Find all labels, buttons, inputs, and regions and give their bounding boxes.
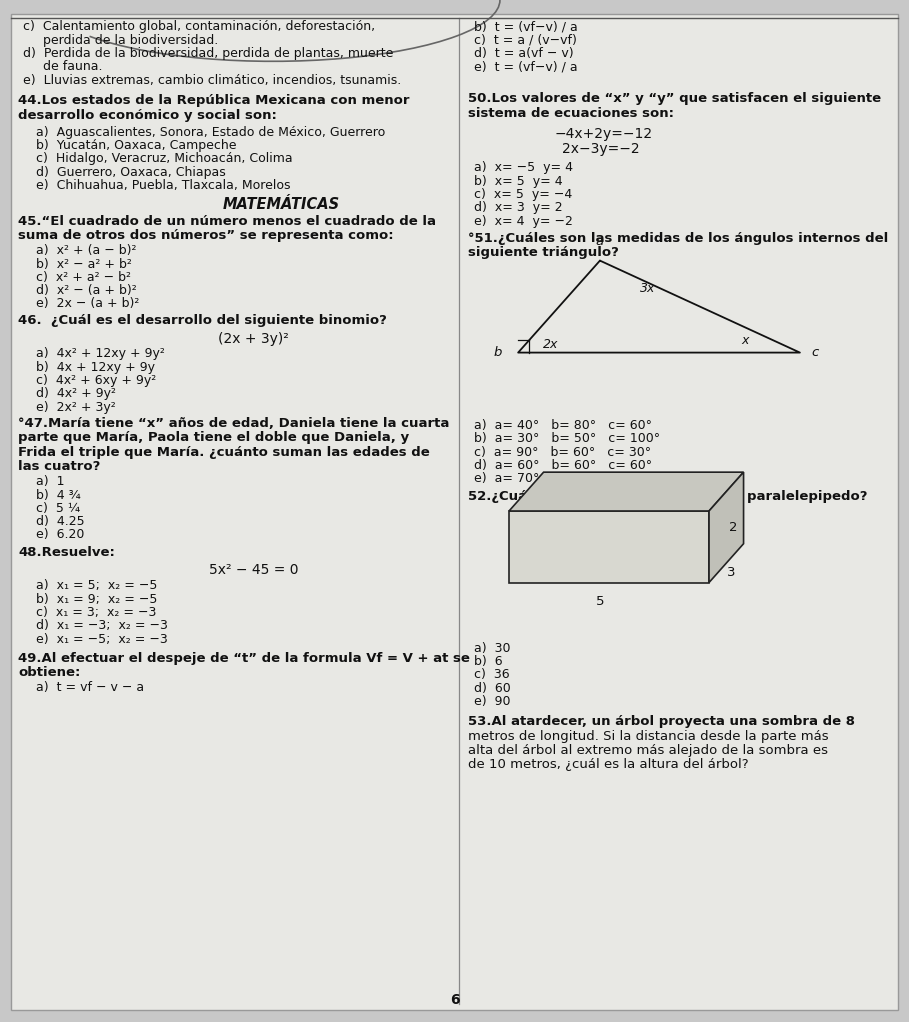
Polygon shape (509, 472, 744, 511)
Text: parte que María, Paola tiene el doble que Daniela, y: parte que María, Paola tiene el doble qu… (18, 431, 409, 445)
Text: 3: 3 (727, 566, 735, 578)
Text: suma de otros dos números” se representa como:: suma de otros dos números” se representa… (18, 229, 394, 242)
Text: perdida de la biodiversidad.: perdida de la biodiversidad. (23, 34, 218, 47)
Text: Frida el triple que María. ¿cuánto suman las edades de: Frida el triple que María. ¿cuánto suman… (18, 446, 430, 459)
Text: a)  x= −5  y= 4: a) x= −5 y= 4 (474, 161, 574, 175)
Text: e)  a= 70°   b= 30°   c= 80°: e) a= 70° b= 30° c= 80° (474, 472, 653, 485)
Text: 3x: 3x (640, 282, 654, 294)
Text: las cuatro?: las cuatro? (18, 460, 101, 473)
Text: c)  t = a / (v−vf): c) t = a / (v−vf) (474, 34, 577, 47)
Text: 45.“El cuadrado de un número menos el cuadrado de la: 45.“El cuadrado de un número menos el cu… (18, 215, 436, 228)
Text: a)  x₁ = 5;  x₂ = −5: a) x₁ = 5; x₂ = −5 (36, 579, 158, 593)
Text: c)  a= 90°   b= 60°   c= 30°: c) a= 90° b= 60° c= 30° (474, 446, 652, 459)
Text: b)  Yucatán, Oaxaca, Campeche: b) Yucatán, Oaxaca, Campeche (36, 139, 237, 152)
Text: c)  4x² + 6xy + 9y²: c) 4x² + 6xy + 9y² (36, 374, 156, 387)
Text: d)  Perdida de la biodiversidad, perdida de plantas, muerte: d) Perdida de la biodiversidad, perdida … (23, 47, 393, 60)
Text: a)  t = vf − v − a: a) t = vf − v − a (36, 681, 145, 694)
Text: d)  4.25: d) 4.25 (36, 515, 85, 528)
Text: 2x: 2x (543, 338, 558, 351)
Text: b)  x= 5  y= 4: b) x= 5 y= 4 (474, 175, 563, 188)
Text: (2x + 3y)²: (2x + 3y)² (218, 332, 289, 346)
Text: d)  Guerrero, Oaxaca, Chiapas: d) Guerrero, Oaxaca, Chiapas (36, 166, 226, 179)
Text: b)  a= 30°   b= 50°   c= 100°: b) a= 30° b= 50° c= 100° (474, 432, 661, 446)
Text: d)  a= 60°   b= 60°   c= 60°: d) a= 60° b= 60° c= 60° (474, 459, 653, 472)
Text: c)  x= 5  y= −4: c) x= 5 y= −4 (474, 188, 573, 201)
Text: 5x² − 45 = 0: 5x² − 45 = 0 (209, 563, 298, 577)
Text: b)  t = (vf−v) / a: b) t = (vf−v) / a (474, 20, 578, 34)
FancyBboxPatch shape (11, 14, 898, 1010)
Text: desarrollo económico y social son:: desarrollo económico y social son: (18, 109, 277, 123)
Polygon shape (509, 511, 709, 583)
Text: b)  6: b) 6 (474, 655, 503, 668)
Text: a)  Aguascalientes, Sonora, Estado de México, Guerrero: a) Aguascalientes, Sonora, Estado de Méx… (36, 126, 385, 139)
Text: 50.Los valores de “x” y “y” que satisfacen el siguiente: 50.Los valores de “x” y “y” que satisfac… (468, 92, 881, 105)
Text: obtiene:: obtiene: (18, 666, 81, 680)
Text: 53.Al atardecer, un árbol proyecta una sombra de 8: 53.Al atardecer, un árbol proyecta una s… (468, 715, 855, 729)
Text: a)  4x² + 12xy + 9y²: a) 4x² + 12xy + 9y² (36, 347, 165, 361)
Text: d)  x= 3  y= 2: d) x= 3 y= 2 (474, 201, 563, 215)
Text: c)  36: c) 36 (474, 668, 510, 682)
Text: a: a (596, 235, 604, 248)
Text: de 10 metros, ¿cuál es la altura del árbol?: de 10 metros, ¿cuál es la altura del árb… (468, 758, 749, 772)
Text: 5: 5 (595, 595, 604, 608)
Polygon shape (709, 472, 744, 583)
Text: 2: 2 (729, 521, 737, 533)
Text: de fauna.: de fauna. (23, 60, 102, 74)
Text: d)  60: d) 60 (474, 682, 511, 695)
Text: 48.Resuelve:: 48.Resuelve: (18, 546, 115, 559)
Text: 49.Al efectuar el despeje de “t” de la formula Vf = V + at se: 49.Al efectuar el despeje de “t” de la f… (18, 652, 470, 665)
Text: a)  1: a) 1 (36, 475, 65, 489)
Text: 2x−3y=−2: 2x−3y=−2 (562, 142, 639, 156)
Text: c)  x₁ = 3;  x₂ = −3: c) x₁ = 3; x₂ = −3 (36, 606, 156, 619)
Text: 52.¿Cuál es el volumen del siguiente paralelepipedo?: 52.¿Cuál es el volumen del siguiente par… (468, 490, 867, 503)
Text: d)  x² − (a + b)²: d) x² − (a + b)² (36, 284, 137, 297)
Text: 6: 6 (450, 992, 459, 1007)
Text: 46.  ¿Cuál es el desarrollo del siguiente binomio?: 46. ¿Cuál es el desarrollo del siguiente… (18, 314, 387, 327)
Text: metros de longitud. Si la distancia desde la parte más: metros de longitud. Si la distancia desd… (468, 730, 829, 743)
Text: e)  t = (vf−v) / a: e) t = (vf−v) / a (474, 60, 578, 74)
Text: siguiente triángulo?: siguiente triángulo? (468, 246, 619, 260)
Text: b)  x² − a² + b²: b) x² − a² + b² (36, 258, 132, 271)
Text: b)  4 ¾: b) 4 ¾ (36, 489, 81, 502)
Text: e)  6.20: e) 6.20 (36, 528, 85, 542)
Text: e)  90: e) 90 (474, 695, 511, 708)
Text: 44.Los estados de la República Mexicana con menor: 44.Los estados de la República Mexicana … (18, 94, 410, 107)
Text: d)  x₁ = −3;  x₂ = −3: d) x₁ = −3; x₂ = −3 (36, 619, 168, 633)
Text: c)  Hidalgo, Veracruz, Michoacán, Colima: c) Hidalgo, Veracruz, Michoacán, Colima (36, 152, 293, 166)
Text: e)  2x² + 3y²: e) 2x² + 3y² (36, 401, 116, 414)
Text: −4x+2y=−12: −4x+2y=−12 (554, 127, 653, 141)
Text: b)  x₁ = 9;  x₂ = −5: b) x₁ = 9; x₂ = −5 (36, 593, 158, 606)
Text: a)  x² + (a − b)²: a) x² + (a − b)² (36, 244, 137, 258)
Text: c)  x² + a² − b²: c) x² + a² − b² (36, 271, 132, 284)
Text: alta del árbol al extremo más alejado de la sombra es: alta del árbol al extremo más alejado de… (468, 744, 828, 757)
Text: e)  Lluvias extremas, cambio climático, incendios, tsunamis.: e) Lluvias extremas, cambio climático, i… (23, 74, 401, 87)
Text: e)  Chihuahua, Puebla, Tlaxcala, Morelos: e) Chihuahua, Puebla, Tlaxcala, Morelos (36, 179, 291, 192)
Text: b: b (494, 346, 502, 359)
Text: c)  Calentamiento global, contaminación, deforestación,: c) Calentamiento global, contaminación, … (23, 20, 375, 34)
Text: c: c (812, 346, 819, 359)
Text: d)  4x² + 9y²: d) 4x² + 9y² (36, 387, 116, 401)
Text: e)  2x − (a + b)²: e) 2x − (a + b)² (36, 297, 140, 311)
Text: x: x (742, 334, 749, 347)
Text: MATEMÁTICAS: MATEMÁTICAS (223, 197, 340, 213)
Text: °51.¿Cuáles son las medidas de los ángulos internos del: °51.¿Cuáles son las medidas de los ángul… (468, 232, 888, 245)
Text: c)  5 ¼: c) 5 ¼ (36, 502, 81, 515)
Text: d)  t = a(vf − v): d) t = a(vf − v) (474, 47, 574, 60)
Text: e)  x= 4  y= −2: e) x= 4 y= −2 (474, 215, 574, 228)
Text: e)  x₁ = −5;  x₂ = −3: e) x₁ = −5; x₂ = −3 (36, 633, 168, 646)
Text: b)  4x + 12xy + 9y: b) 4x + 12xy + 9y (36, 361, 155, 374)
Text: a)  30: a) 30 (474, 642, 511, 655)
Text: sistema de ecuaciones son:: sistema de ecuaciones son: (468, 107, 674, 121)
Text: °47.María tiene “x” años de edad, Daniela tiene la cuarta: °47.María tiene “x” años de edad, Daniel… (18, 417, 450, 430)
Text: a)  a= 40°   b= 80°   c= 60°: a) a= 40° b= 80° c= 60° (474, 419, 653, 432)
